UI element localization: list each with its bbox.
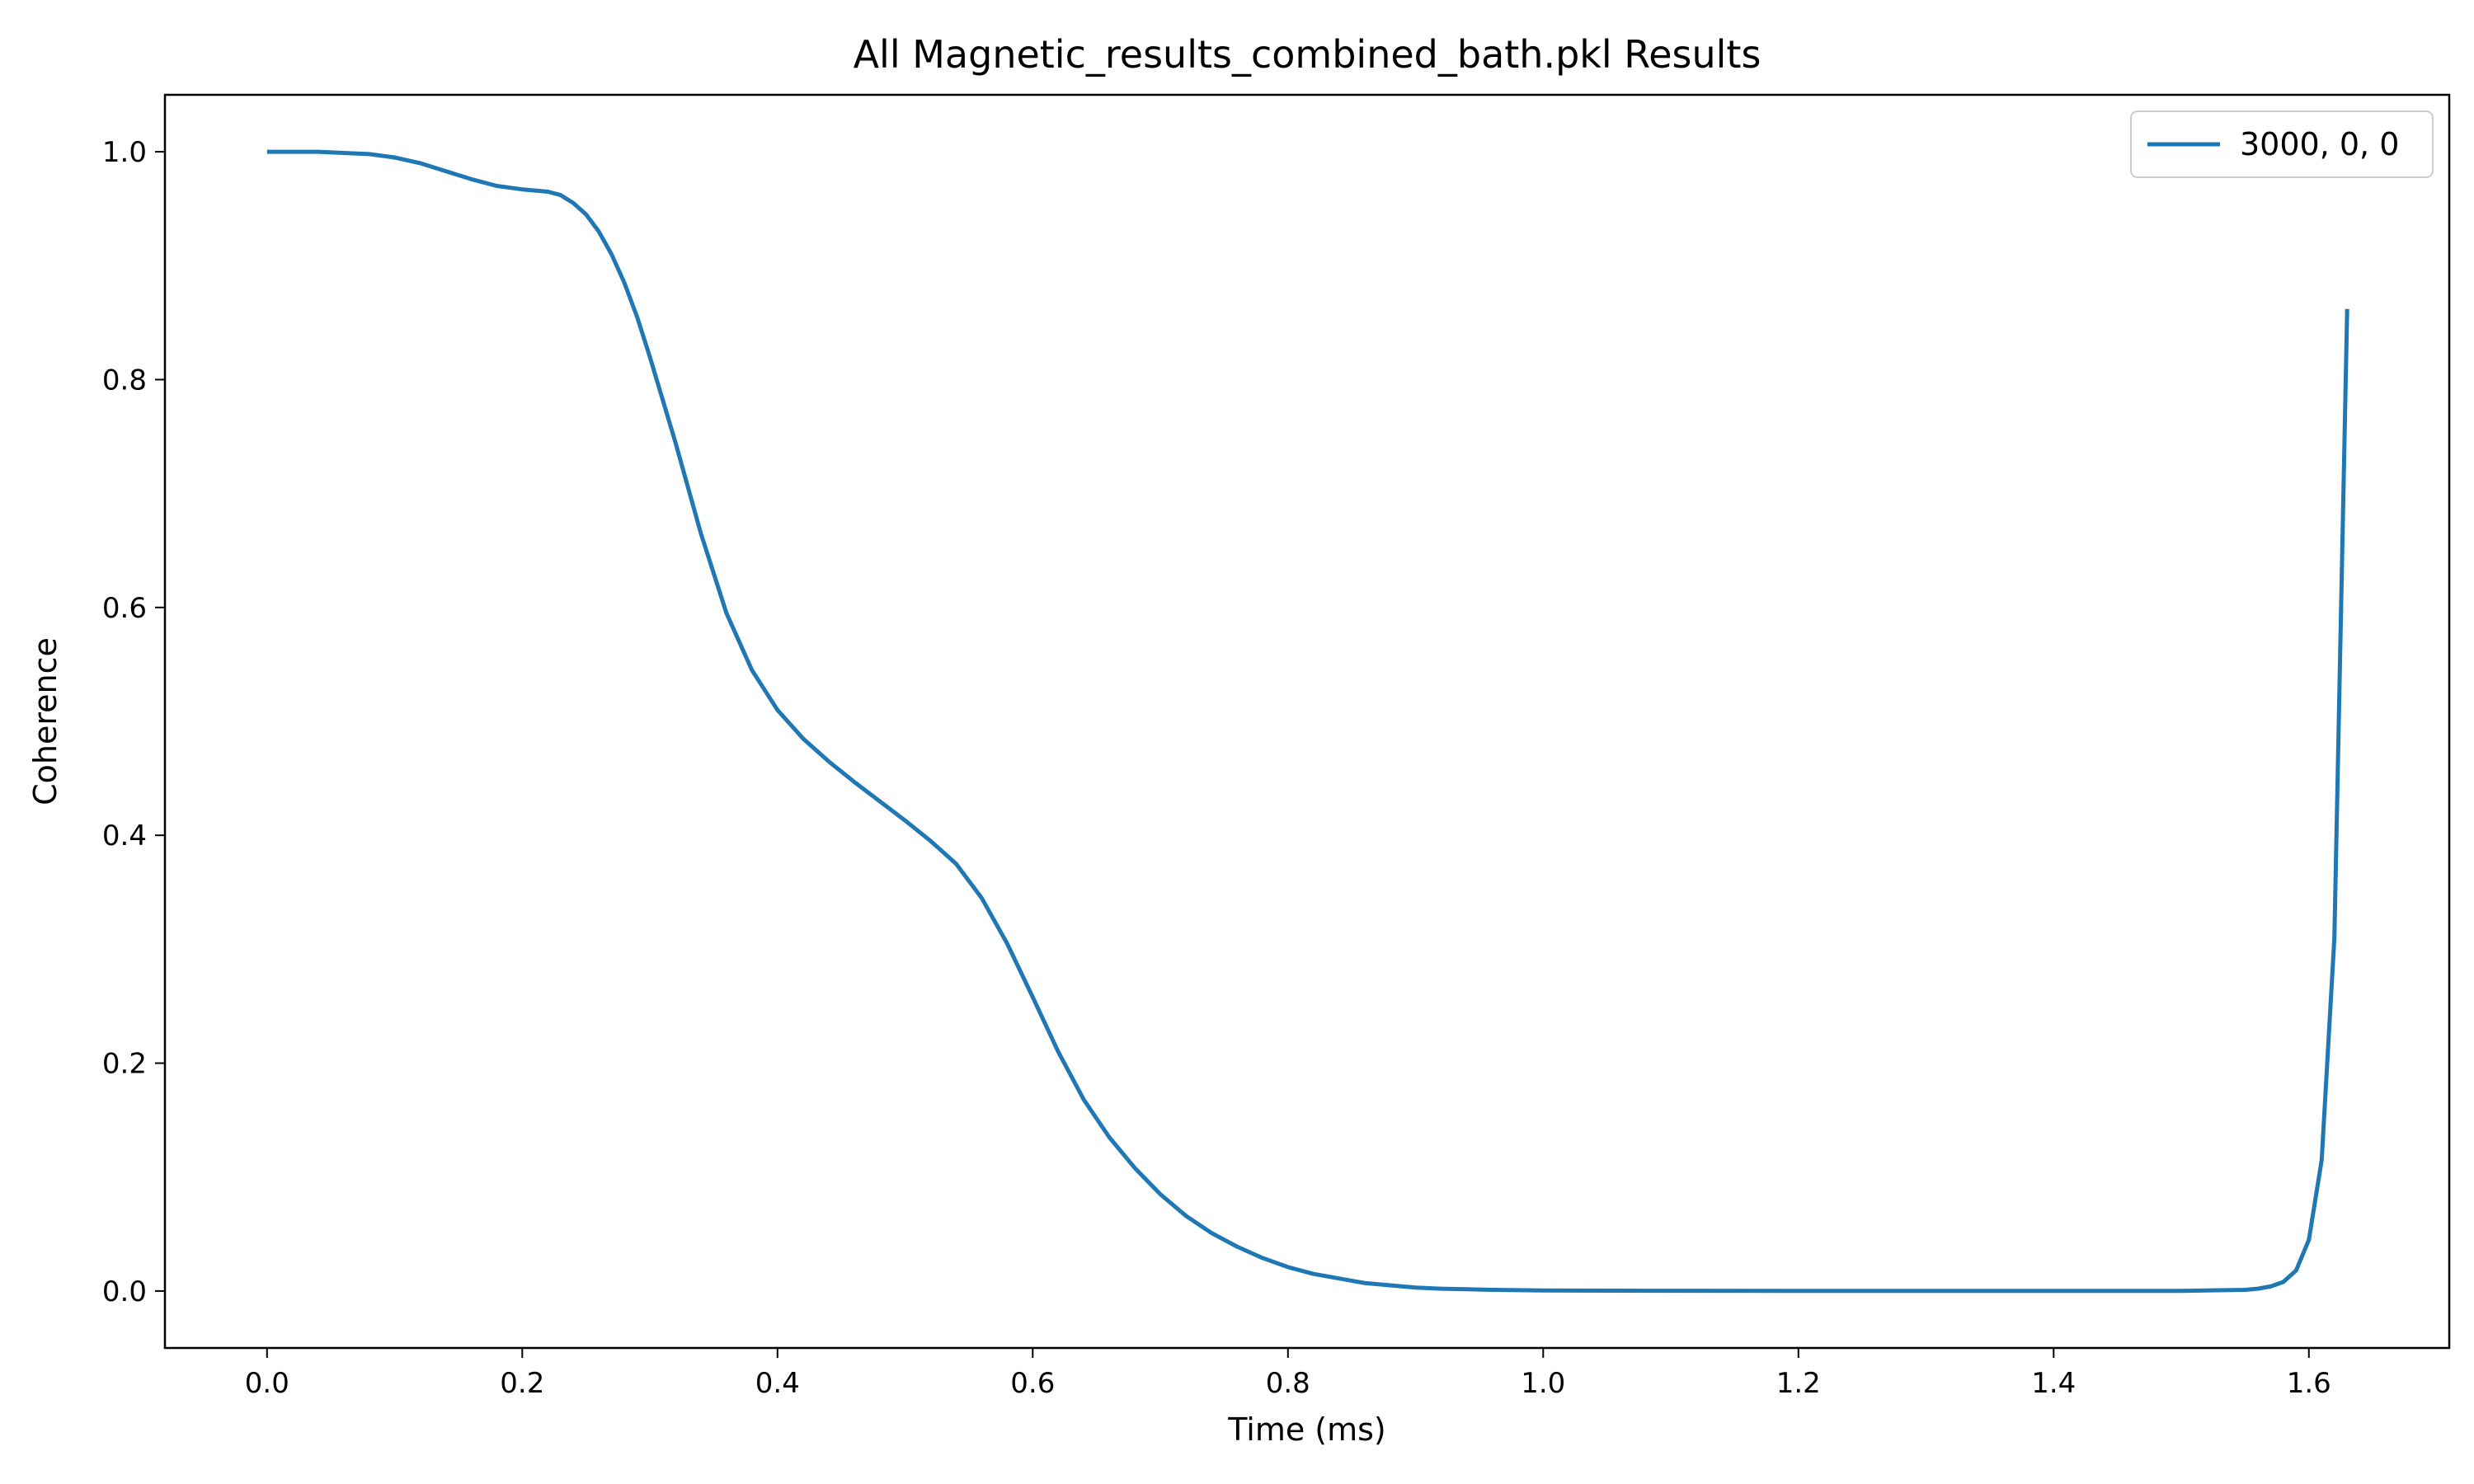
x-tick-label: 0.2 bbox=[500, 1367, 544, 1400]
plot-layer bbox=[266, 149, 2349, 1294]
y-tick-label: 0.0 bbox=[102, 1275, 147, 1308]
plot-frame bbox=[163, 93, 2451, 1350]
x-tick-label: 0.8 bbox=[1266, 1367, 1310, 1400]
legend-series-label: 3000, 0, 0 bbox=[2240, 126, 2399, 162]
y-tick-label: 0.2 bbox=[102, 1048, 147, 1081]
x-tick-label: 0.0 bbox=[245, 1367, 289, 1400]
y-tick-label: 0.6 bbox=[102, 592, 147, 625]
y-ticks: 0.0 0.2 0.4 0.6 0.8 1.0 bbox=[102, 136, 165, 1308]
x-ticks: 0.0 0.2 0.4 0.6 0.8 1.0 1.2 1.4 1.6 bbox=[245, 1348, 2331, 1400]
legend-box bbox=[2130, 110, 2434, 178]
y-axis-label: Coherence bbox=[27, 637, 63, 805]
legend: 3000, 0, 0 bbox=[2130, 110, 2434, 178]
y-tick-label: 0.8 bbox=[102, 364, 147, 397]
x-tick-label: 1.2 bbox=[1776, 1367, 1821, 1400]
series-line bbox=[266, 149, 2349, 1294]
y-tick-label: 0.4 bbox=[102, 819, 147, 852]
x-tick-label: 0.6 bbox=[1010, 1367, 1055, 1400]
x-tick-label: 0.4 bbox=[755, 1367, 800, 1400]
y-tick-label: 1.0 bbox=[102, 136, 147, 169]
chart-title: All Magnetic_results_combined_bath.pkl R… bbox=[854, 32, 1761, 77]
x-tick-label: 1.0 bbox=[1521, 1367, 1565, 1400]
x-tick-label: 1.4 bbox=[2031, 1367, 2076, 1400]
x-tick-label: 1.6 bbox=[2287, 1367, 2331, 1400]
x-axis-label: Time (ms) bbox=[1227, 1411, 1386, 1448]
